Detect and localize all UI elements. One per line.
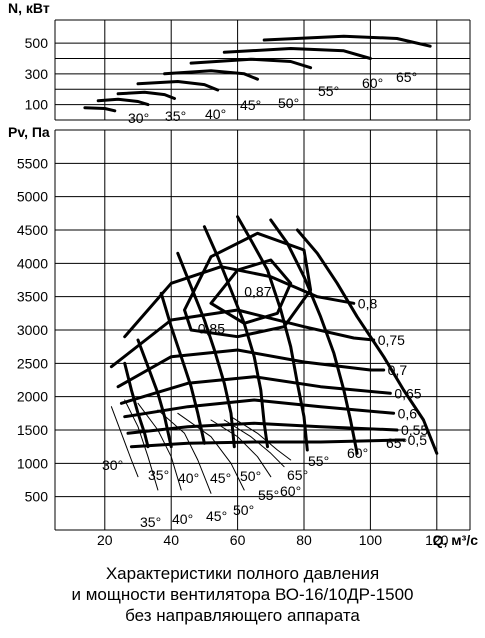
angle-label: 50°: [240, 468, 261, 484]
x-tick: 80: [296, 532, 312, 548]
power-line: [124, 399, 159, 491]
chart-caption: Характеристики полного давления и мощнос…: [0, 563, 485, 626]
angle-label: 55°: [258, 487, 279, 503]
power-line: [230, 416, 292, 461]
y-axis-label-top: N, кВт: [8, 0, 50, 16]
angle-label: 40°: [178, 470, 199, 486]
caption-line-3: без направляющего аппарата: [125, 606, 360, 625]
power-curves-top: [83, 34, 432, 113]
power-angle-label: 35°: [165, 108, 186, 124]
power-line: [210, 419, 272, 478]
axis-labels: N, кВт Pv, Па Q, м³/с: [8, 0, 478, 548]
power-curve-40°: [116, 90, 176, 100]
power-angle-label: 55°: [318, 83, 339, 99]
pressure-characteristic: [269, 218, 359, 455]
efficiency-line: [123, 265, 356, 339]
efficiency-label: 0,7: [388, 362, 408, 378]
power-angle-label-lower: 45°: [206, 508, 227, 524]
efficiency-line: [109, 308, 376, 369]
angle-label: 60°: [280, 483, 301, 499]
power-line: [110, 406, 139, 478]
y-tick-bottom: 5500: [17, 155, 48, 171]
power-angle-label-lower: 40°: [172, 511, 193, 527]
y-tick-bottom: 1000: [17, 455, 48, 471]
efficiency-label: 0,75: [378, 332, 405, 348]
fan-characteristic-chart: 100 300 500 500 1000 1500 2000 2500 3000 3500 4000…: [8, 0, 478, 548]
caption-line-2: и мощности вентилятора ВО-16/10ДР-1500: [71, 585, 414, 604]
y-tick-bottom: 5000: [17, 189, 48, 205]
y-tick-bottom: 4500: [17, 222, 48, 238]
power-curve-50°: [163, 69, 259, 81]
efficiency-label: 0,5: [408, 432, 428, 448]
pressure-characteristic: [202, 225, 269, 449]
x-tick: 100: [359, 532, 383, 548]
efficiency-line: [116, 348, 386, 389]
power-angle-label: 65°: [396, 69, 417, 85]
power-curve-60°: [222, 47, 372, 60]
curve-labels: 30° 35° 40°45° 50°55° 60° 65°0,80,750,70,650,…: [102, 69, 428, 530]
power-curve-35°: [96, 97, 150, 107]
power-curve-65°: [262, 34, 432, 48]
pressure-characteristic: [236, 215, 309, 452]
efficiency-island: [209, 258, 293, 325]
y-tick-bottom: 1500: [17, 422, 48, 438]
angle-label: 45°: [210, 470, 231, 486]
efficiency-island-label: 0,87: [244, 284, 271, 300]
efficiency-label: 0,8: [358, 295, 378, 311]
pressure-characteristic: [176, 251, 236, 449]
power-line: [157, 409, 212, 494]
angle-label: 30°: [102, 457, 123, 473]
y-tick-bottom: 500: [25, 489, 49, 505]
power-curve-45°: [136, 80, 220, 92]
y-tick-bottom: 3000: [17, 322, 48, 338]
pressure-characteristic: [295, 228, 439, 455]
power-angle-label: 50°: [278, 95, 299, 111]
power-angle-label: 45°: [240, 97, 261, 113]
efficiency-label: 0,55: [401, 422, 428, 438]
power-curve-55°: [189, 57, 313, 70]
tick-labels: 100 300 500 500 1000 1500 2000 2500 3000 3500 4000…: [17, 35, 449, 548]
efficiency-line: [126, 421, 399, 435]
y-tick-top: 100: [25, 97, 49, 113]
power-line: [223, 419, 285, 468]
y-tick-top: 300: [25, 66, 49, 82]
power-angle-label: 60°: [362, 75, 383, 91]
power-line: [177, 412, 245, 491]
x-tick: 60: [230, 532, 246, 548]
power-angle-label-lower: 35°: [140, 514, 161, 530]
efficiency-line: [119, 375, 392, 405]
angle-label: 55°: [308, 453, 329, 469]
efficiency-island: [183, 231, 313, 339]
angle-label: 35°: [148, 467, 169, 483]
y-axis-label-bottom: Pv, Па: [8, 124, 50, 140]
y-tick-bottom: 2000: [17, 389, 48, 405]
x-axis-label: Q, м³/с: [433, 532, 479, 548]
efficiency-label: 0,6: [398, 405, 418, 421]
angle-label: 65°: [287, 467, 308, 483]
power-line: [137, 402, 182, 491]
caption-line-1: Характеристики полного давления: [105, 564, 380, 583]
y-tick-bottom: 2500: [17, 355, 48, 371]
y-tick-top: 500: [25, 35, 49, 51]
efficiency-line: [129, 438, 406, 449]
efficiency-island-label: 0,85: [198, 320, 225, 336]
angle-label: 65°: [386, 435, 407, 451]
power-angle-label-lower: 50°: [233, 502, 254, 518]
y-tick-bottom: 3500: [17, 289, 48, 305]
angle-label: 60°: [347, 445, 368, 461]
x-tick: 120: [425, 532, 449, 548]
power-angle-label: 40°: [205, 106, 226, 122]
power-angle-label: 30°: [128, 110, 149, 126]
x-tick: 20: [97, 532, 113, 548]
efficiency-line: [123, 398, 396, 419]
y-tick-bottom: 4000: [17, 255, 48, 271]
power-curve-30°: [83, 106, 117, 113]
efficiency-label: 0,65: [394, 385, 421, 401]
pressure-curves: [109, 215, 439, 494]
x-tick: 40: [163, 532, 179, 548]
